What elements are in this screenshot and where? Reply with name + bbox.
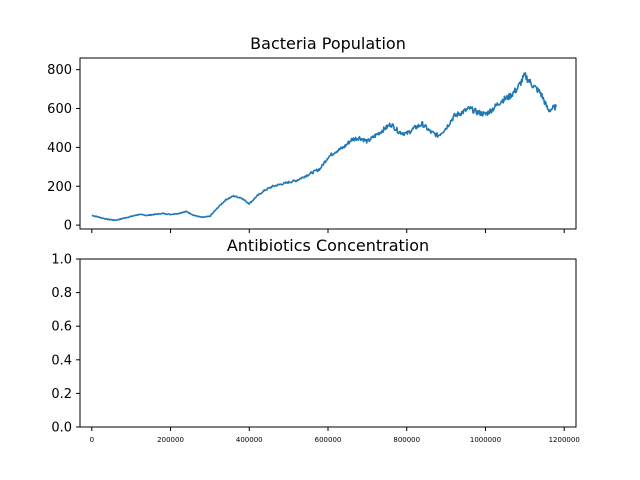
y-tick-label: 1.0 xyxy=(51,253,72,268)
x-tick-label: 400000 xyxy=(236,436,263,444)
chart-title: Bacteria Population xyxy=(250,34,406,53)
y-tick-label: 800 xyxy=(47,63,72,78)
y-tick-label: 0.0 xyxy=(51,421,72,436)
x-tick-label: 600000 xyxy=(315,436,342,444)
y-tick-label: 0 xyxy=(64,219,72,234)
bacteria-population-chart: Bacteria Population 0 200 400 600 800 xyxy=(47,34,577,234)
x-tick-label: 1000000 xyxy=(470,436,501,444)
bacteria-population-line xyxy=(91,72,558,222)
y-tick-label: 0.8 xyxy=(51,286,72,301)
x-tick-label: 200000 xyxy=(157,436,184,444)
y-tick-label: 600 xyxy=(47,102,72,117)
plot-frame xyxy=(79,57,577,230)
x-tick-label: 0 xyxy=(90,436,94,444)
plot-frame xyxy=(79,258,577,428)
x-tick-label: 800000 xyxy=(393,436,420,444)
y-tick-label: 0.4 xyxy=(51,353,72,368)
y-tick-label: 400 xyxy=(47,141,72,156)
y-tick-label: 200 xyxy=(47,180,72,195)
x-tick-label: 1200000 xyxy=(549,436,580,444)
y-tick-label: 0.2 xyxy=(51,387,72,402)
y-tick-label: 0.6 xyxy=(51,320,72,335)
antibiotics-concentration-chart: Antibiotics Concentration 0.0 0.2 0.4 0.6 0.… xyxy=(51,236,579,444)
chart-title: Antibiotics Concentration xyxy=(227,236,429,255)
